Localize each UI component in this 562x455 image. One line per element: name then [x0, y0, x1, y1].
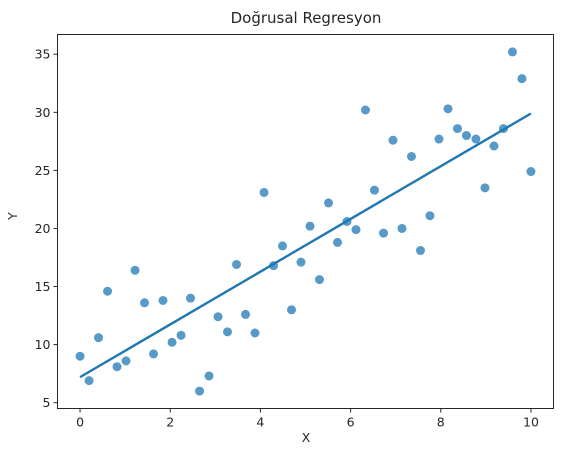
scatter-point — [415, 246, 425, 256]
scatter-point — [507, 47, 517, 57]
scatter-point — [379, 228, 389, 238]
scatter-point — [388, 135, 398, 145]
scatter-point — [333, 237, 343, 247]
scatter-point — [232, 259, 242, 269]
scatter-point — [241, 309, 251, 319]
chart-title: Doğrusal Regresyon — [231, 9, 382, 27]
scatter-point — [250, 328, 260, 338]
x-tick-label: 6 — [347, 415, 355, 430]
scatter-point — [121, 356, 131, 366]
scatter-point — [103, 286, 113, 296]
scatter-point — [75, 351, 85, 361]
y-tick-label: 15 — [35, 279, 51, 294]
scatter-point — [360, 105, 370, 115]
scatter-point — [461, 131, 471, 141]
y-tick-label: 5 — [43, 395, 51, 410]
x-tick-label: 2 — [166, 415, 174, 430]
scatter-point — [204, 371, 214, 381]
scatter-point — [195, 386, 205, 396]
scatter-point — [314, 275, 324, 285]
x-tick-label: 4 — [256, 415, 264, 430]
scatter-point — [112, 362, 122, 372]
scatter-point — [167, 337, 177, 347]
x-axis-label: X — [302, 430, 311, 445]
scatter-point — [489, 141, 499, 151]
scatter-point — [517, 74, 527, 84]
scatter-point — [526, 167, 536, 177]
scatter-point — [222, 327, 232, 337]
scatter-point — [369, 185, 379, 195]
y-axis-label: Y — [5, 212, 20, 221]
regression-line — [79, 112, 532, 379]
scatter-point — [471, 134, 481, 144]
scatter-point — [94, 333, 104, 343]
y-tick-label: 35 — [35, 47, 51, 62]
x-tick-label: 8 — [437, 415, 445, 430]
x-axis: 0 2 4 6 8 10 — [76, 408, 539, 430]
x-tick-label: 10 — [523, 415, 539, 430]
plot-area — [75, 47, 536, 396]
scatter-point — [213, 312, 223, 322]
y-tick-label: 25 — [35, 163, 51, 178]
scatter-point — [259, 187, 269, 197]
y-axis: 5 10 15 20 25 30 35 — [35, 47, 58, 410]
scatter-point — [158, 295, 168, 305]
scatter-point — [425, 211, 435, 221]
scatter-point — [84, 376, 94, 386]
plot-frame — [57, 34, 554, 409]
scatter-point — [130, 265, 140, 275]
scatter-point — [434, 134, 444, 144]
scatter-point — [296, 257, 306, 267]
scatter-point — [287, 305, 297, 315]
y-tick-label: 20 — [35, 221, 51, 236]
scatter-point — [186, 293, 196, 303]
scatter-point — [443, 104, 453, 114]
scatter-point — [305, 221, 315, 231]
scatter-point — [406, 151, 416, 161]
y-tick-label: 10 — [35, 337, 51, 352]
scatter-point — [324, 198, 333, 208]
scatter-point — [176, 330, 186, 340]
scatter-point — [452, 124, 462, 134]
scatter-point — [397, 223, 407, 233]
scatter-point — [140, 298, 150, 308]
scatter-point — [278, 241, 287, 251]
x-tick-label: 0 — [76, 415, 84, 430]
scatter-point — [149, 349, 159, 359]
y-tick-label: 30 — [35, 105, 51, 120]
scatter-point — [480, 183, 490, 193]
scatter-point — [351, 225, 361, 235]
